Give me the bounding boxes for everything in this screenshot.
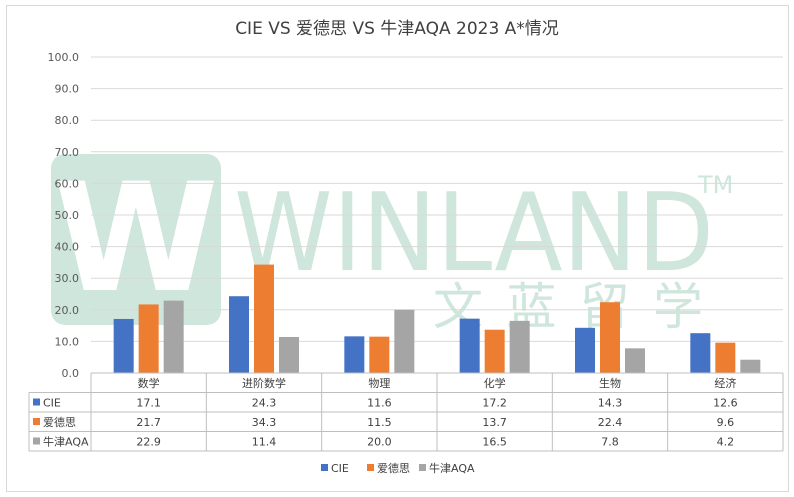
bar-牛津AQA-物理 [394, 309, 415, 373]
bar-爱德思-经济 [715, 342, 736, 373]
y-tick-label: 30.0 [55, 272, 80, 285]
table-series-name: CIE [43, 397, 61, 410]
data-label: 16.5 [482, 436, 507, 449]
bar-CIE-生物 [575, 327, 595, 373]
category-label: 生物 [599, 376, 621, 390]
data-label: 4.2 [717, 436, 735, 449]
bar-爱德思-物理 [369, 336, 390, 373]
legend-label-爱德思: 爱德思 [377, 461, 410, 475]
y-tick-label: 0.0 [62, 367, 80, 380]
data-label: 24.3 [252, 397, 277, 410]
bar-爱德思-数学 [138, 304, 159, 373]
bar-CIE-化学 [459, 318, 480, 373]
y-tick-label: 40.0 [55, 241, 80, 254]
data-label: 17.1 [136, 397, 161, 410]
table-legend-key [33, 418, 40, 425]
y-tick-label: 60.0 [55, 177, 80, 190]
data-label: 11.4 [252, 436, 277, 449]
chart-title: CIE VS 爱德思 VS 牛津AQA 2023 A*情况 [235, 19, 559, 39]
data-table: 数学 进阶数学 物理 化学 生物 经济 CIE 17.1 24.3 11.6 17.2 14.3 12.… [28, 372, 784, 452]
watermark-trademark: TM [697, 171, 733, 199]
watermark-logo-box [51, 154, 221, 325]
table-legend-key [33, 437, 40, 445]
bar-爱德思-化学 [484, 329, 505, 373]
category-label: 进阶数学 [242, 376, 286, 390]
bar-牛津AQA-经济 [740, 359, 761, 373]
legend-key-CIE [321, 464, 328, 471]
legend-label-CIE: CIE [331, 462, 349, 475]
legend: CIE 爱德思 牛津AQA [321, 461, 475, 475]
data-label: 17.2 [482, 397, 507, 410]
chart-frame [6, 5, 789, 492]
bar-牛津AQA-数学 [163, 300, 184, 373]
data-label: 21.7 [136, 416, 161, 429]
y-tick-label: 80.0 [55, 114, 80, 127]
category-label: 经济 [714, 376, 736, 390]
category-label: 数学 [138, 376, 160, 390]
y-tick-label: 90.0 [55, 83, 80, 96]
bar-CIE-物理 [344, 336, 365, 373]
y-tick-label: 70.0 [55, 146, 80, 159]
data-label: 34.3 [252, 416, 277, 429]
bar-CIE-数学 [113, 318, 134, 373]
watermark-text: WINLAND [234, 171, 714, 296]
data-label: 14.3 [598, 397, 623, 410]
y-tick-label: 50.0 [55, 209, 80, 222]
bars [113, 264, 761, 373]
category-label: 物理 [368, 376, 390, 390]
table-series-name: 爱德思 [43, 415, 76, 429]
data-label: 9.6 [717, 416, 735, 429]
bar-牛津AQA-进阶数学 [279, 336, 299, 373]
bar-CIE-经济 [690, 333, 711, 373]
legend-key-牛津AQA [419, 464, 426, 471]
y-tick-label: 20.0 [55, 304, 80, 317]
bar-CIE-进阶数学 [229, 296, 249, 373]
legend-label-牛津AQA: 牛津AQA [429, 461, 475, 475]
data-label: 11.6 [367, 397, 392, 410]
bar-爱德思-进阶数学 [254, 264, 274, 373]
data-label: 11.5 [367, 416, 392, 429]
data-label: 13.7 [482, 416, 507, 429]
category-label: 化学 [484, 376, 506, 390]
data-label: 20.0 [367, 436, 392, 449]
bar-牛津AQA-生物 [625, 348, 645, 373]
bar-爱德思-生物 [600, 302, 620, 373]
legend-key-爱德思 [367, 464, 374, 471]
table-legend-key [33, 398, 40, 406]
data-label: 22.9 [136, 436, 161, 449]
data-label: 22.4 [598, 416, 623, 429]
watermark-logo-letter: W [53, 152, 218, 326]
data-label: 12.6 [713, 397, 738, 410]
y-tick-label: 10.0 [55, 335, 80, 348]
table-series-name: 牛津AQA [43, 435, 89, 449]
bar-牛津AQA-化学 [509, 320, 530, 373]
data-label: 7.8 [601, 436, 619, 449]
y-tick-label: 100.0 [48, 51, 80, 64]
